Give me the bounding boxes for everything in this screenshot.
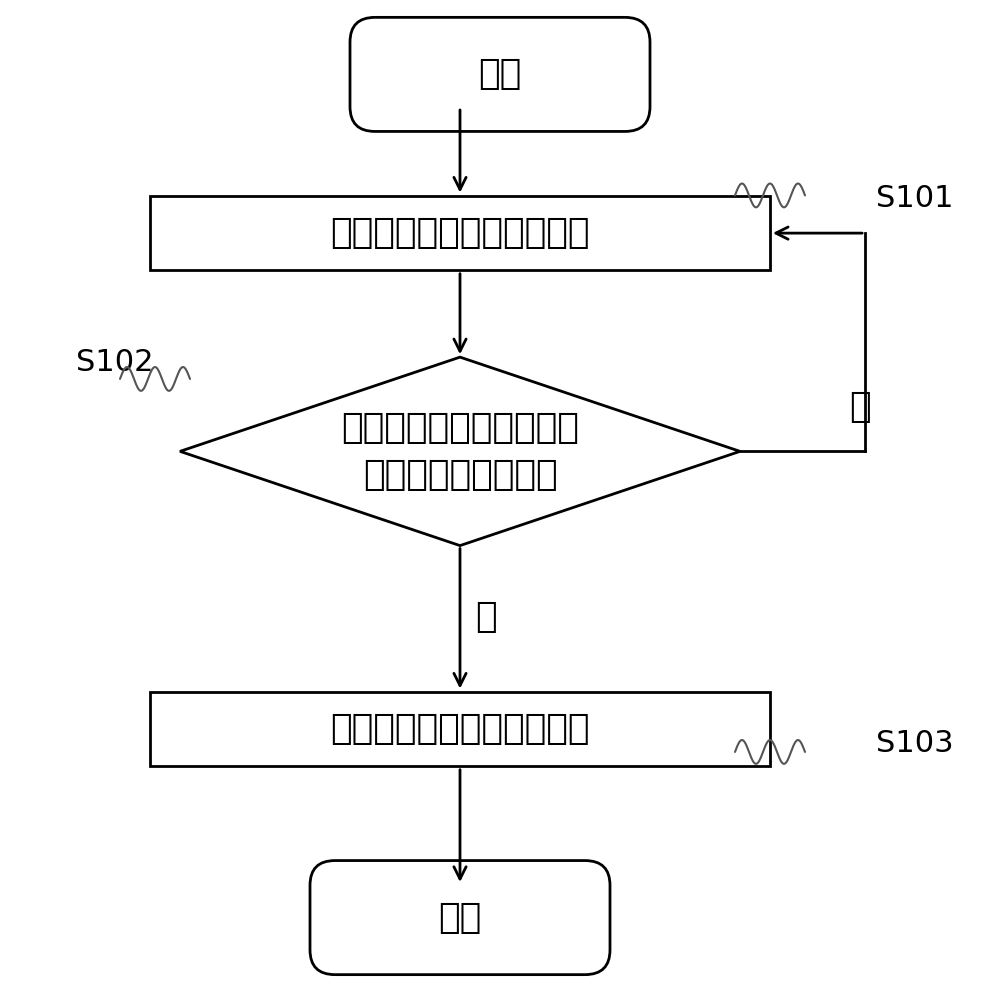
FancyBboxPatch shape xyxy=(310,860,610,974)
Text: S102: S102 xyxy=(76,347,154,377)
Bar xyxy=(150,692,770,766)
Text: S101: S101 xyxy=(876,184,954,213)
Text: 开始: 开始 xyxy=(478,58,522,91)
Text: 根据触发信号生成动态密码: 根据触发信号生成动态密码 xyxy=(330,712,590,746)
Polygon shape xyxy=(180,357,740,546)
Text: 接收触发器产生的触发信号: 接收触发器产生的触发信号 xyxy=(330,216,590,250)
Text: 是: 是 xyxy=(475,600,497,634)
Bar xyxy=(150,196,770,270)
Text: S103: S103 xyxy=(876,729,954,759)
Text: 结束: 结束 xyxy=(438,901,482,934)
Text: 判断触发标志的置位次数
是否大于第一预设值: 判断触发标志的置位次数 是否大于第一预设值 xyxy=(341,411,579,492)
FancyBboxPatch shape xyxy=(350,18,650,131)
Text: 否: 否 xyxy=(849,390,871,424)
